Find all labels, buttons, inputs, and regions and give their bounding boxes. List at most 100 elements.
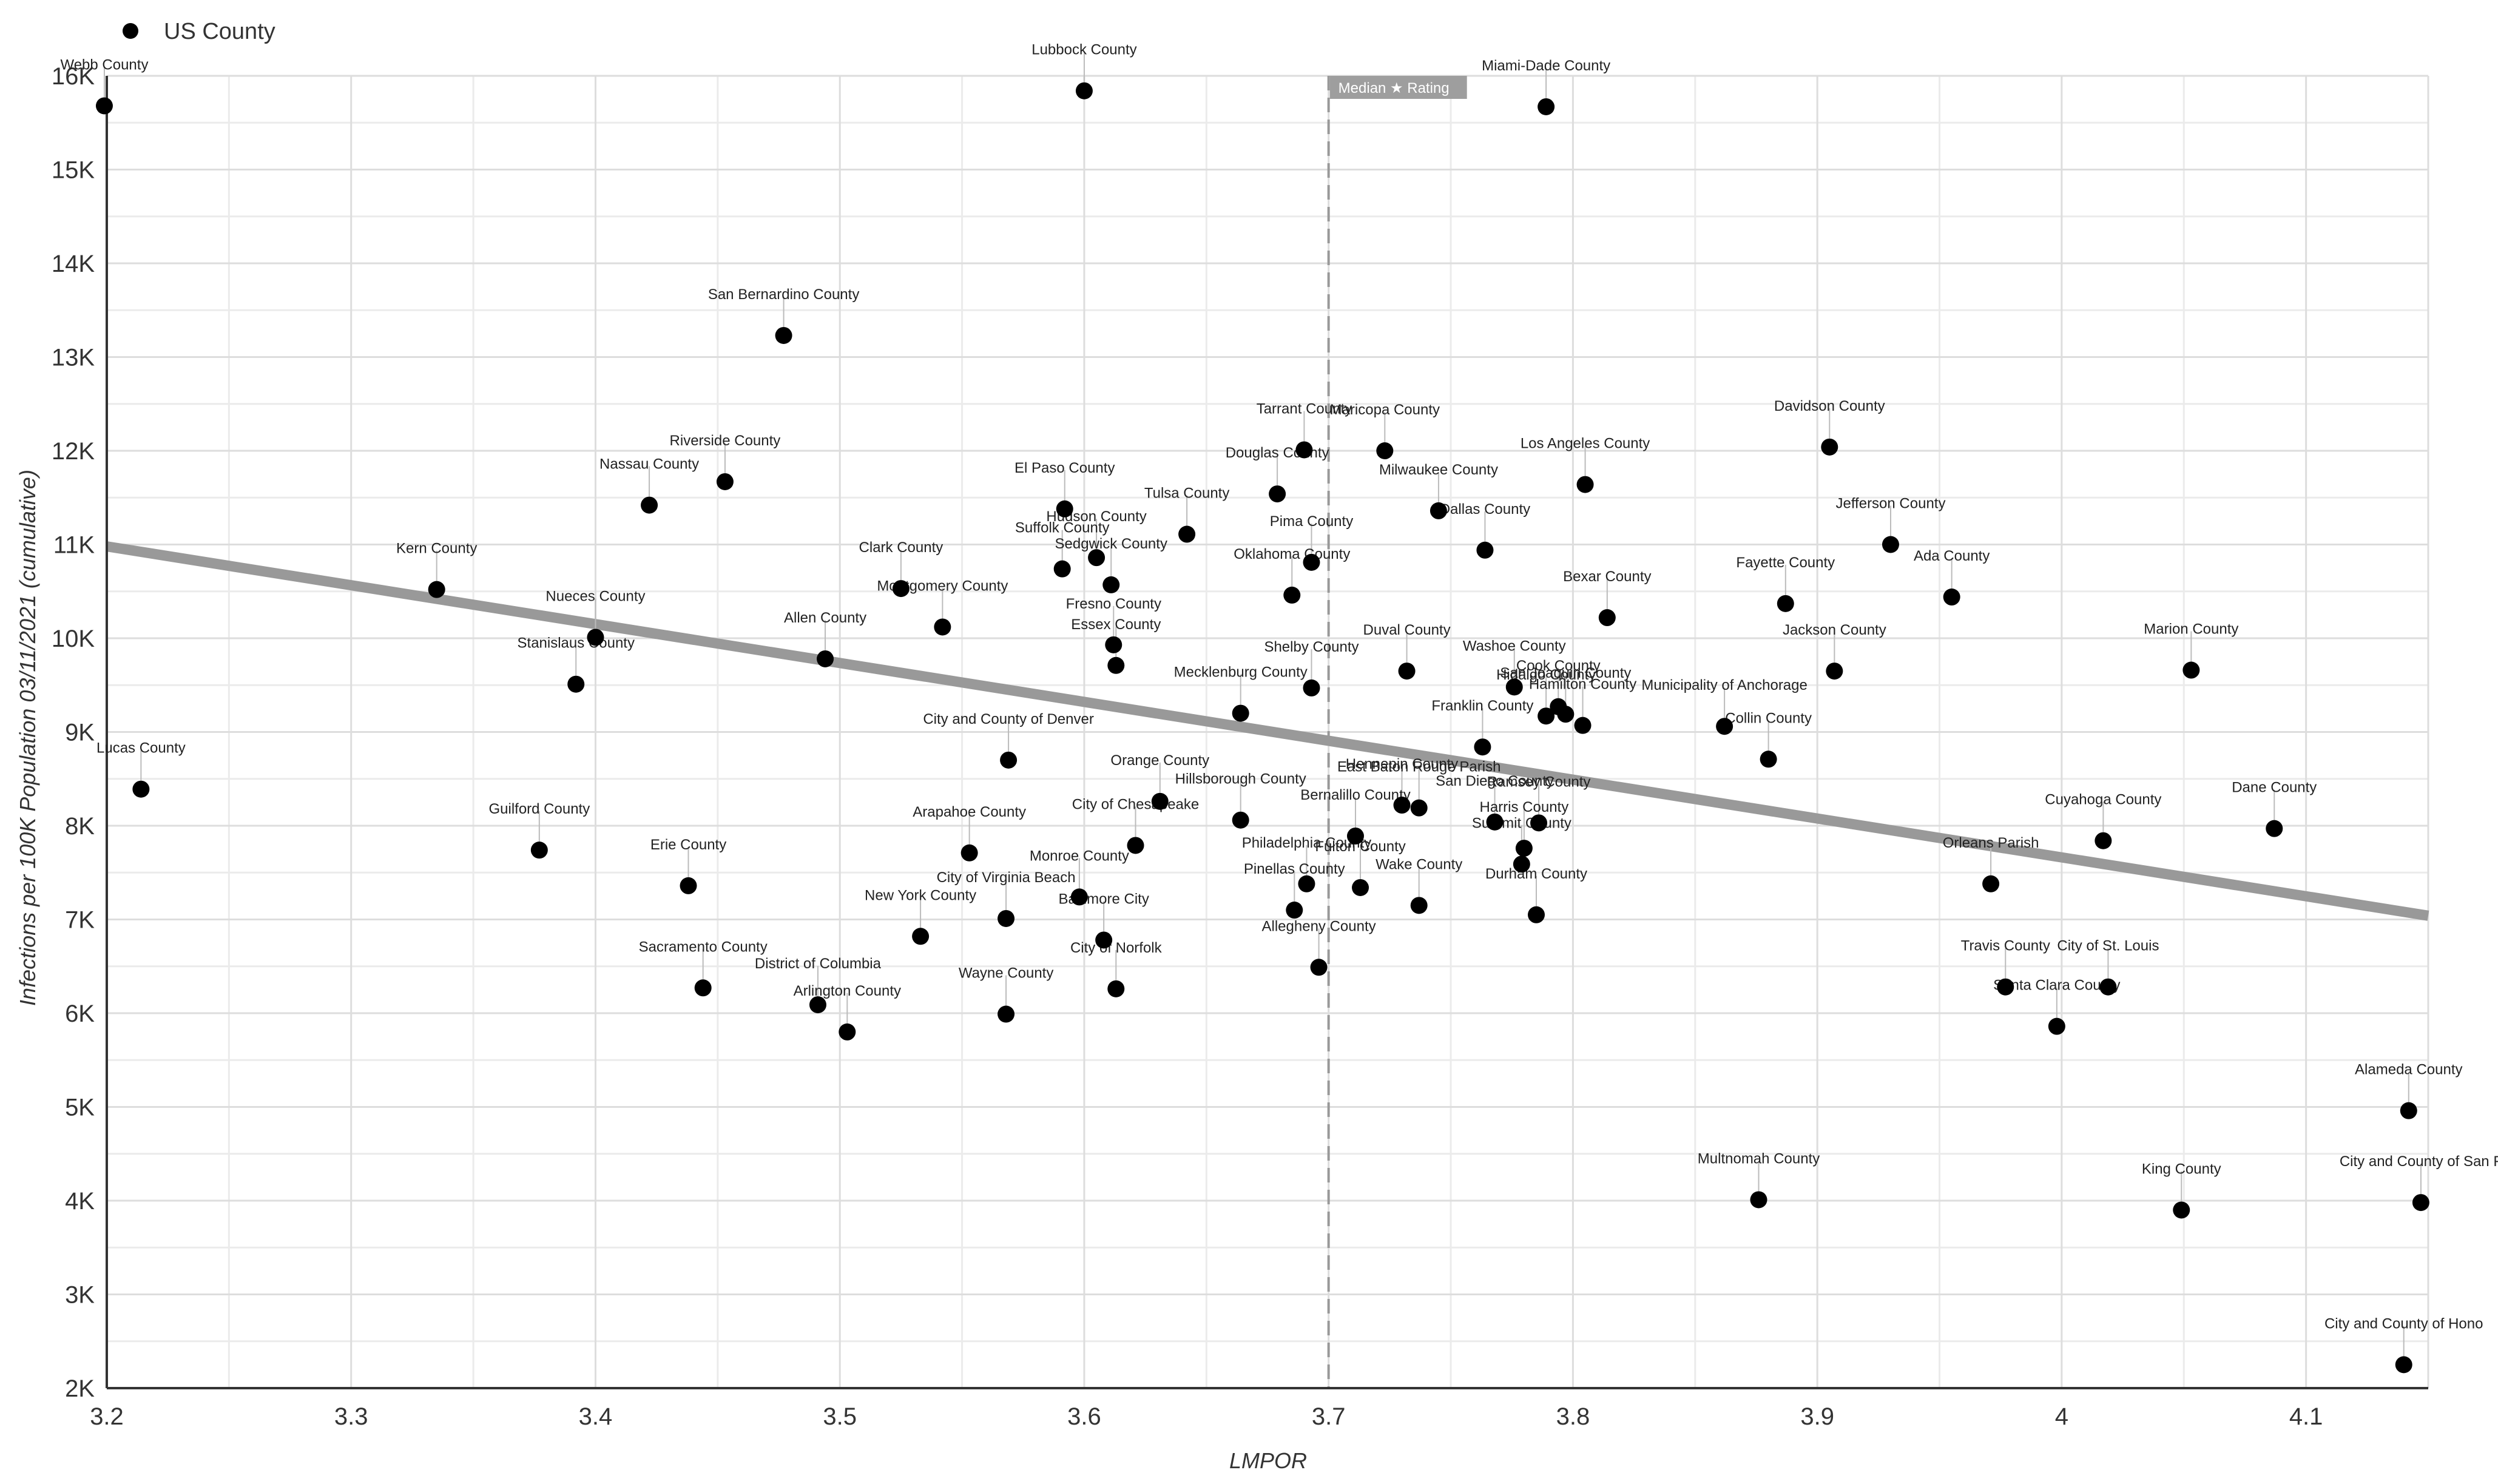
point-label: Fresno County (1066, 596, 1161, 612)
data-point (1505, 678, 1523, 696)
data-point (2099, 978, 2117, 996)
data-point (428, 581, 445, 598)
data-point (1295, 441, 1313, 459)
point-label: Hennepin County (1346, 756, 1458, 772)
data-point (1410, 897, 1428, 914)
x-tick-label: 3.2 (90, 1403, 124, 1430)
data-point (1286, 902, 1303, 919)
point-label: Riverside County (670, 433, 781, 449)
data-point (1982, 875, 2000, 892)
data-point (1000, 751, 1018, 769)
data-point (530, 841, 548, 859)
point-label: Ramsey County (1487, 774, 1591, 790)
x-tick-label: 3.3 (334, 1403, 368, 1430)
point-label: San Diego County (1436, 773, 1554, 789)
point-label: Dane County (2232, 780, 2317, 796)
data-point (1826, 663, 1843, 680)
point-label: Nueces County (545, 588, 645, 604)
point-label: Cook County (1516, 658, 1601, 674)
x-tick-label: 3.5 (823, 1403, 857, 1430)
point-label: Ada County (1914, 548, 1990, 564)
point-label: Marion County (2144, 621, 2238, 638)
y-axis-title: Infections per 100K Population 03/11/202… (15, 470, 40, 1006)
point-label: Duval County (1363, 622, 1451, 638)
point-label: Orange County (1110, 752, 1209, 769)
point-label: Suffolk County (1015, 520, 1110, 536)
x-tick-label: 3.7 (1312, 1403, 1346, 1430)
data-point (1352, 879, 1369, 896)
data-point (1376, 442, 1394, 459)
y-tick-label: 10K (52, 626, 95, 652)
point-label: Wake County (1376, 856, 1462, 872)
point-label: Collin County (1725, 710, 1812, 726)
y-tick-label: 9K (65, 720, 95, 746)
point-label: Bexar County (1563, 568, 1651, 585)
data-point (95, 97, 113, 115)
data-point (1269, 485, 1286, 503)
data-point (1105, 636, 1122, 653)
point-label: Pinellas County (1244, 861, 1345, 877)
axes (106, 76, 2428, 1389)
point-label: City of Norfolk (1070, 940, 1163, 956)
point-label: Lubbock County (1031, 42, 1136, 58)
data-point (1303, 553, 1320, 571)
point-label: Miami-Dade County (1482, 58, 1610, 74)
data-point (1513, 855, 1530, 873)
point-label: Erie County (650, 837, 726, 853)
data-point (998, 909, 1015, 927)
y-tick-label: 7K (65, 907, 95, 934)
point-label: Guilford County (488, 801, 590, 817)
point-label: Cuyahoga County (2045, 792, 2161, 808)
data-point (1576, 476, 1594, 493)
point-label: District of Columbia (755, 956, 882, 972)
trendline (106, 541, 2429, 921)
trendline-path (106, 541, 2429, 921)
point-label: Los Angeles County (1521, 436, 1650, 452)
data-point (1574, 717, 1592, 734)
median-rating-line: Median ★ Rating (1327, 76, 1467, 1388)
data-point (1476, 541, 1494, 559)
x-tick-label: 3.4 (579, 1403, 613, 1430)
data-point (1474, 738, 1491, 756)
data-point (775, 326, 792, 344)
point-label: Washoe County (1463, 638, 1566, 654)
point-label: Dallas County (1440, 501, 1530, 518)
x-tick-label: 3.6 (1067, 1403, 1101, 1430)
data-point (1232, 704, 1249, 722)
data-point (1056, 500, 1073, 518)
data-point (2048, 1017, 2065, 1035)
data-point (1075, 82, 1093, 99)
data-point (132, 780, 150, 798)
point-label: Arlington County (794, 983, 901, 999)
point-label: Orleans Parish (1943, 835, 2039, 851)
y-tick-label: 16K (52, 63, 95, 90)
point-label: City of Virginia Beach (937, 869, 1076, 886)
point-labels: Webb County Lubbock County Miami-Dade Coun… (60, 42, 2498, 1357)
y-tick-label: 4K (65, 1188, 95, 1215)
point-label: El Paso County (1014, 460, 1115, 476)
legend-marker (123, 23, 138, 39)
point-label: Hamilton County (1529, 676, 1636, 693)
data-point (1528, 906, 1545, 923)
y-tick-label: 2K (65, 1375, 95, 1402)
point-label: Multnomah County (1698, 1150, 1820, 1167)
point-label: Maricopa County (1330, 402, 1440, 418)
point-label: Allen County (784, 610, 866, 626)
data-point (1393, 797, 1411, 814)
data-point (716, 473, 734, 490)
data-point (2412, 1194, 2429, 1212)
point-label: San Joaquin County (1500, 665, 1631, 681)
median-label: Median ★ Rating (1338, 80, 1450, 96)
point-label: Franklin County (1431, 698, 1533, 714)
y-tick-label: 5K (65, 1094, 95, 1121)
data-point (1310, 959, 1328, 976)
data-point (1298, 875, 1315, 892)
x-axis-title: LMPOR (1229, 1448, 1307, 1473)
point-label: Monroe County (1030, 848, 1129, 864)
point-label: Tarrant County (1257, 400, 1352, 417)
y-tick-label: 13K (52, 345, 95, 371)
data-point (1750, 1191, 1767, 1209)
data-point (1398, 663, 1416, 680)
median-label-box (1329, 76, 1467, 99)
